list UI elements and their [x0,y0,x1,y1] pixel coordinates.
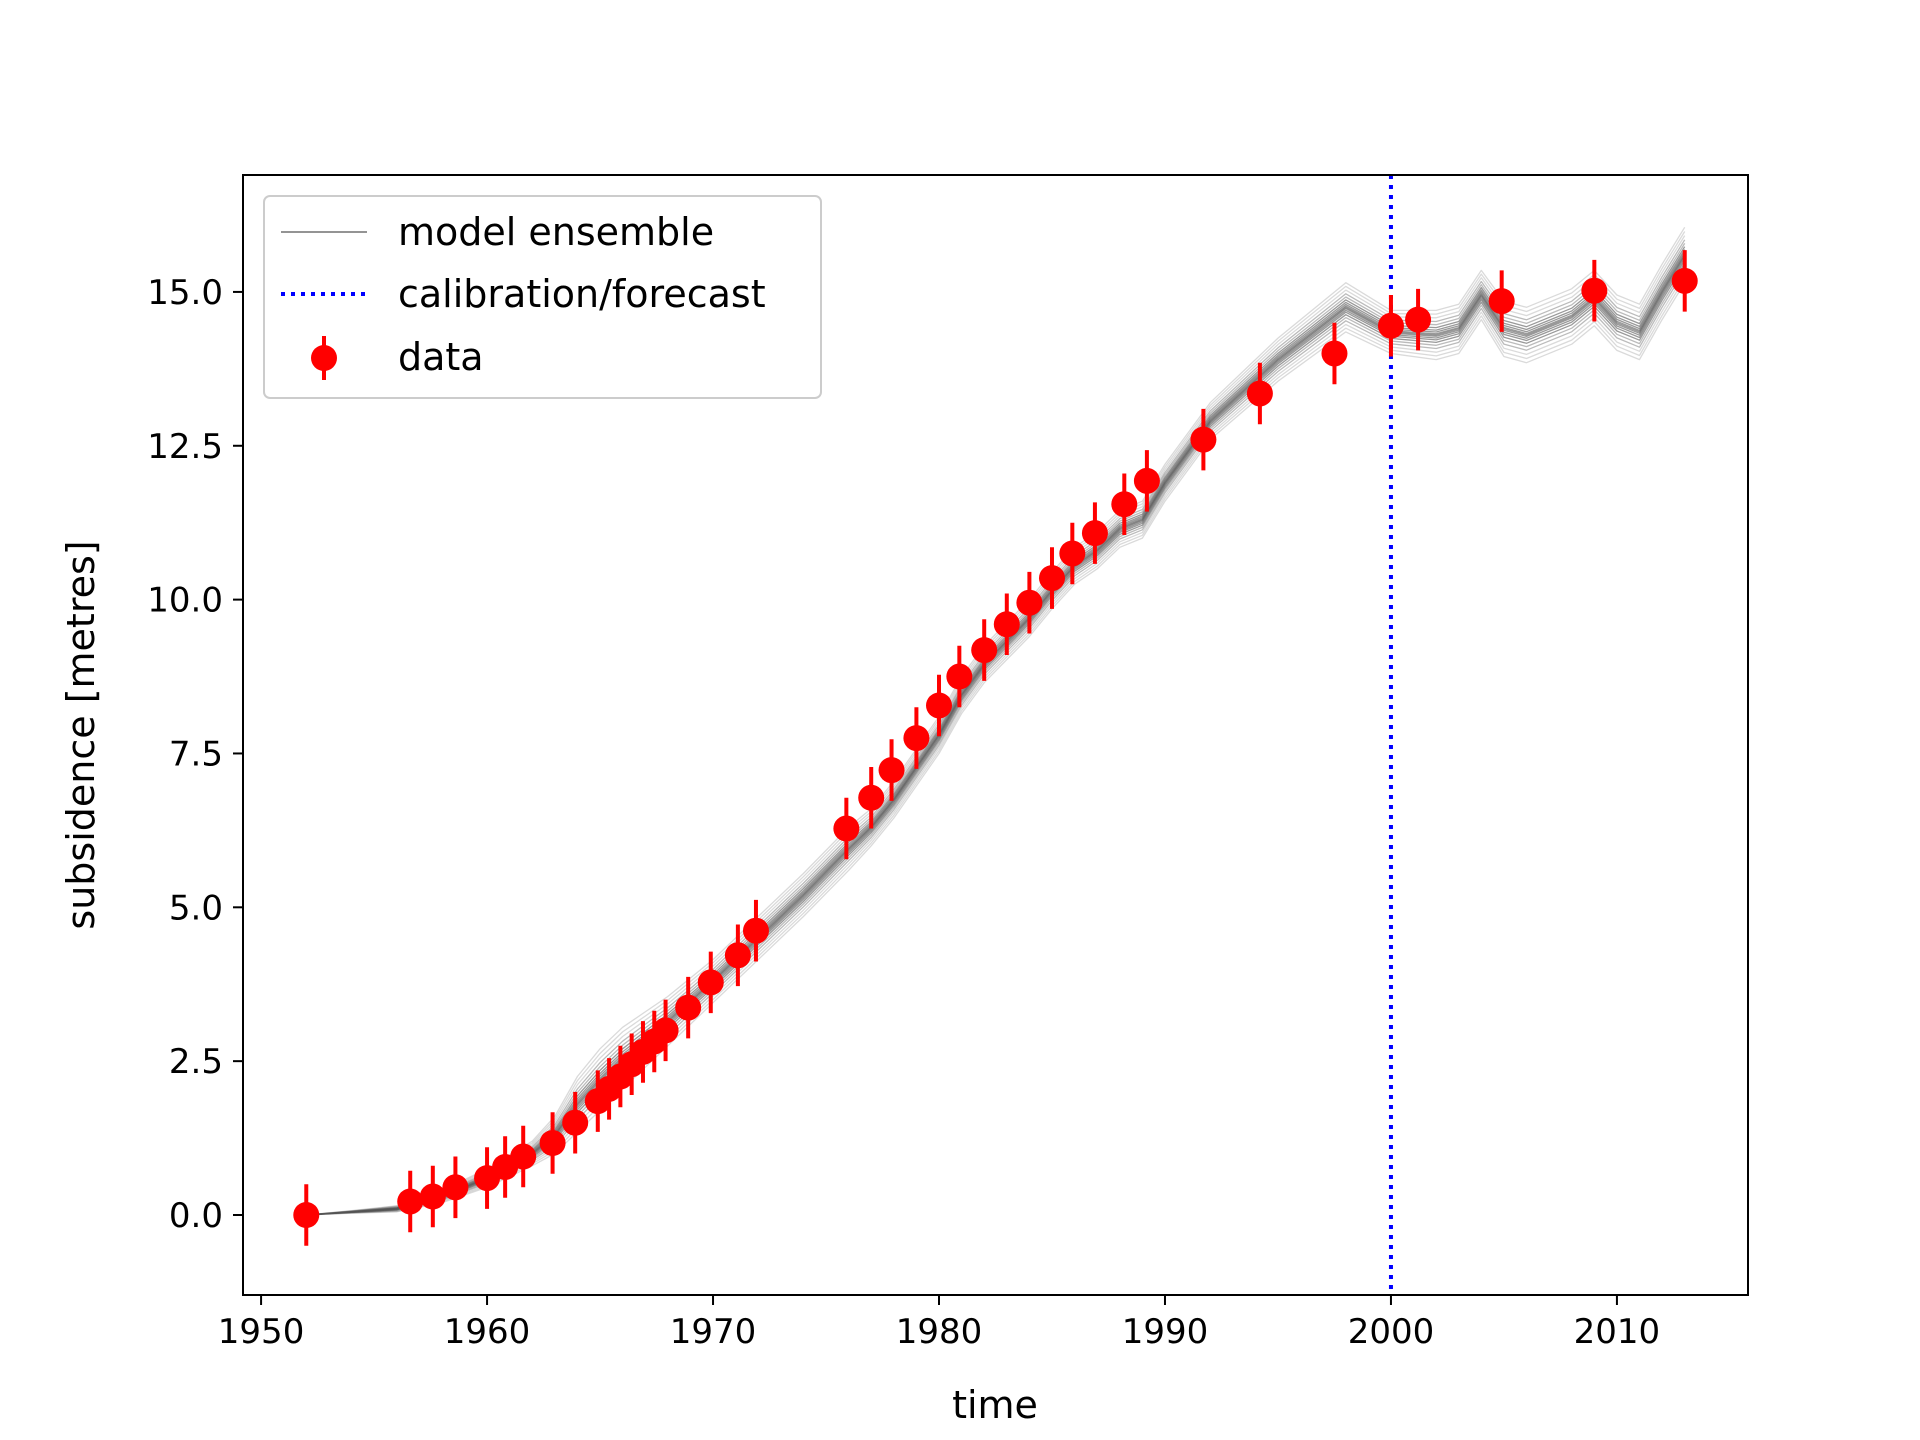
data-point [833,815,860,842]
data-point [1190,426,1217,453]
data-point [419,1183,446,1210]
y-axis-label: subsidence [metres] [59,540,103,929]
x-tick-label: 1950 [218,1312,305,1352]
data-point [971,637,998,664]
data-point [652,1017,679,1044]
data-point [1321,340,1348,367]
legend-calibration-label: calibration/forecast [398,272,766,316]
x-tick-label: 1980 [896,1312,983,1352]
x-tick-label: 1970 [670,1312,757,1352]
data-point [1581,277,1608,304]
data-point [697,969,724,996]
x-tick-label: 1990 [1122,1312,1209,1352]
data-point [562,1109,589,1136]
x-axis: 1950 1960 1970 1980 1990 2000 2010 [218,1295,1660,1352]
data-point [926,692,953,719]
y-tick-label: 7.5 [169,734,223,774]
data-point [1671,267,1698,294]
legend-data-marker [311,345,337,371]
data-point [858,784,885,811]
data-point [675,994,702,1021]
data-point [1081,520,1108,547]
legend: model ensemble calibration/forecast data [263,195,822,399]
data-point [539,1130,566,1156]
data-point [442,1174,469,1201]
data-point [510,1143,537,1170]
legend-ensemble-label: model ensemble [398,210,714,254]
x-axis-label: time [952,1383,1038,1427]
data-point [1016,589,1043,616]
legend-box [263,195,822,399]
data-point [742,917,769,944]
x-tick-label: 1960 [444,1312,531,1352]
y-tick-label: 0.0 [169,1196,223,1236]
y-tick-label: 5.0 [169,888,223,928]
data-point [724,942,751,969]
y-axis: 0.0 2.5 5.0 7.5 10.0 12.5 15.0 [147,273,243,1236]
plot-frame [242,174,1749,1296]
data-series [293,250,1698,1246]
x-tick-label: 2000 [1348,1312,1435,1352]
data-point [1405,306,1432,333]
data-point [878,757,905,784]
data-point [1059,540,1086,567]
data-point [1488,288,1515,315]
y-tick-label: 2.5 [169,1042,223,1082]
x-tick-label: 2010 [1574,1312,1661,1352]
data-point [903,725,930,752]
data-point [946,663,973,690]
y-tick-label: 15.0 [147,273,223,313]
legend-data-label: data [398,335,484,379]
data-point [293,1202,320,1228]
data-point [1111,491,1138,518]
data-point [1038,565,1065,592]
y-tick-label: 10.0 [147,581,223,621]
y-tick-label: 12.5 [147,427,223,467]
data-point [1246,380,1273,407]
data-point [397,1188,424,1215]
data-point [1377,312,1404,339]
data-point [993,611,1020,638]
data-point [1133,467,1160,494]
